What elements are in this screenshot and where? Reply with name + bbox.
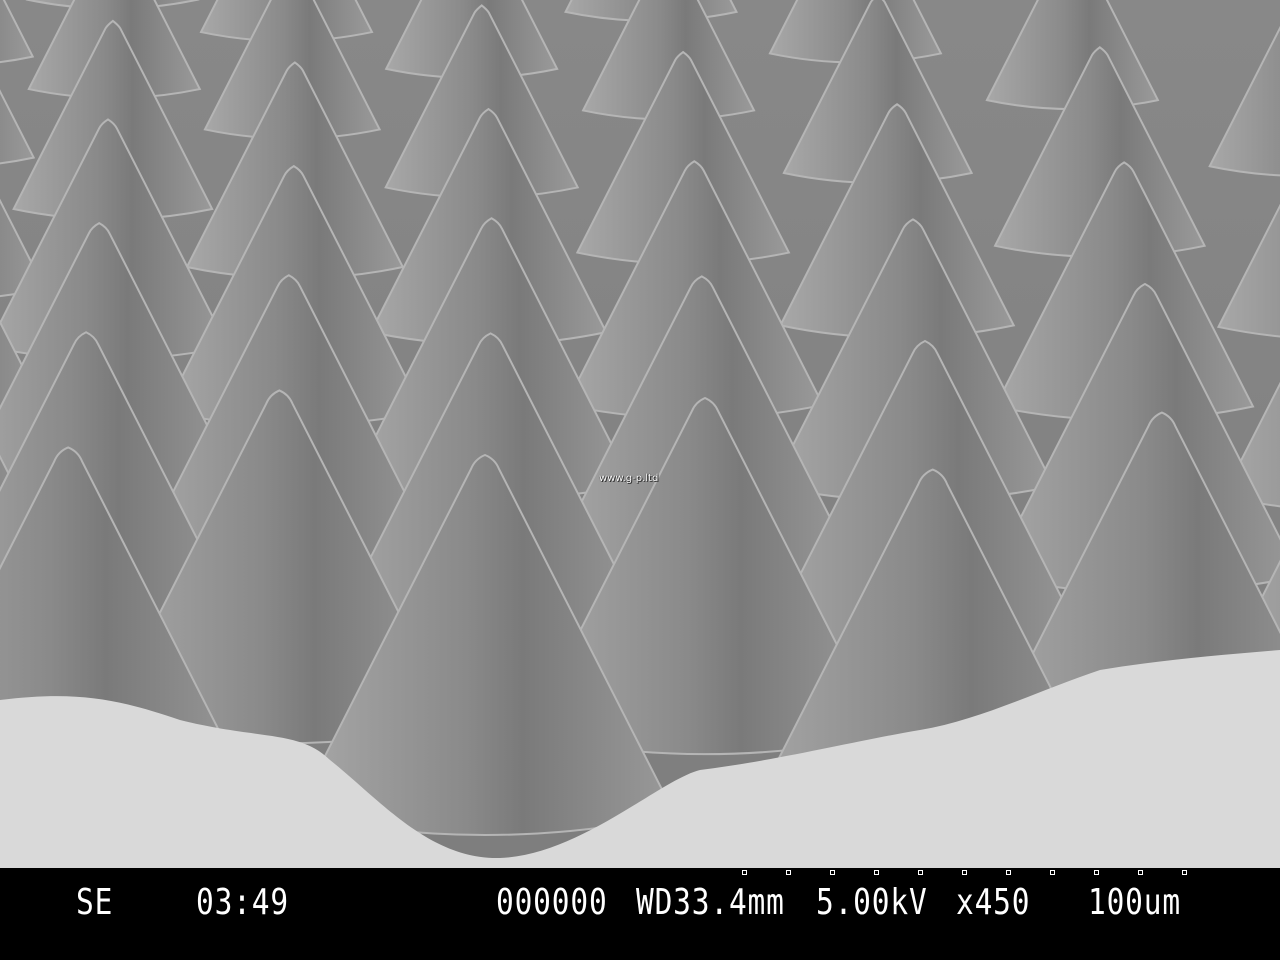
scale-bar-tick [918, 870, 923, 875]
scale-bar-tick [874, 870, 879, 875]
voltage: 5.00kV [816, 882, 928, 923]
cone [0, 89, 36, 165]
scale-bar [742, 870, 1192, 878]
substrate-ground [0, 650, 1280, 868]
scale-bar-tick [1050, 870, 1055, 875]
cone [1208, 25, 1280, 177]
scale-bar-tick [962, 870, 967, 875]
scale-bar-tick [1138, 870, 1143, 875]
scale-bar-tick [1006, 870, 1011, 875]
cone [293, 453, 677, 836]
cone [525, 396, 885, 756]
watermark: www.g-p.ltd [599, 473, 659, 484]
working-distance: WD33.4mm [636, 882, 785, 923]
time-label: 03:49 [196, 882, 289, 923]
cone-array-scene [0, 0, 1280, 868]
scale-label: 100um [1088, 882, 1181, 923]
scale-bar-tick [830, 870, 835, 875]
cone [0, 0, 35, 64]
image-number: 000000 [496, 882, 608, 923]
scale-bar-tick [786, 870, 791, 875]
detector-label: SE [76, 882, 114, 923]
scale-bar-tick [1182, 870, 1187, 875]
cone [1216, 203, 1280, 338]
scale-bar-tick [1094, 870, 1099, 875]
sem-info-bar: SE 03:49 000000 WD33.4mm 5.00kV x450 100… [0, 868, 1280, 960]
scale-bar-tick [742, 870, 747, 875]
magnification: x450 [956, 882, 1031, 923]
